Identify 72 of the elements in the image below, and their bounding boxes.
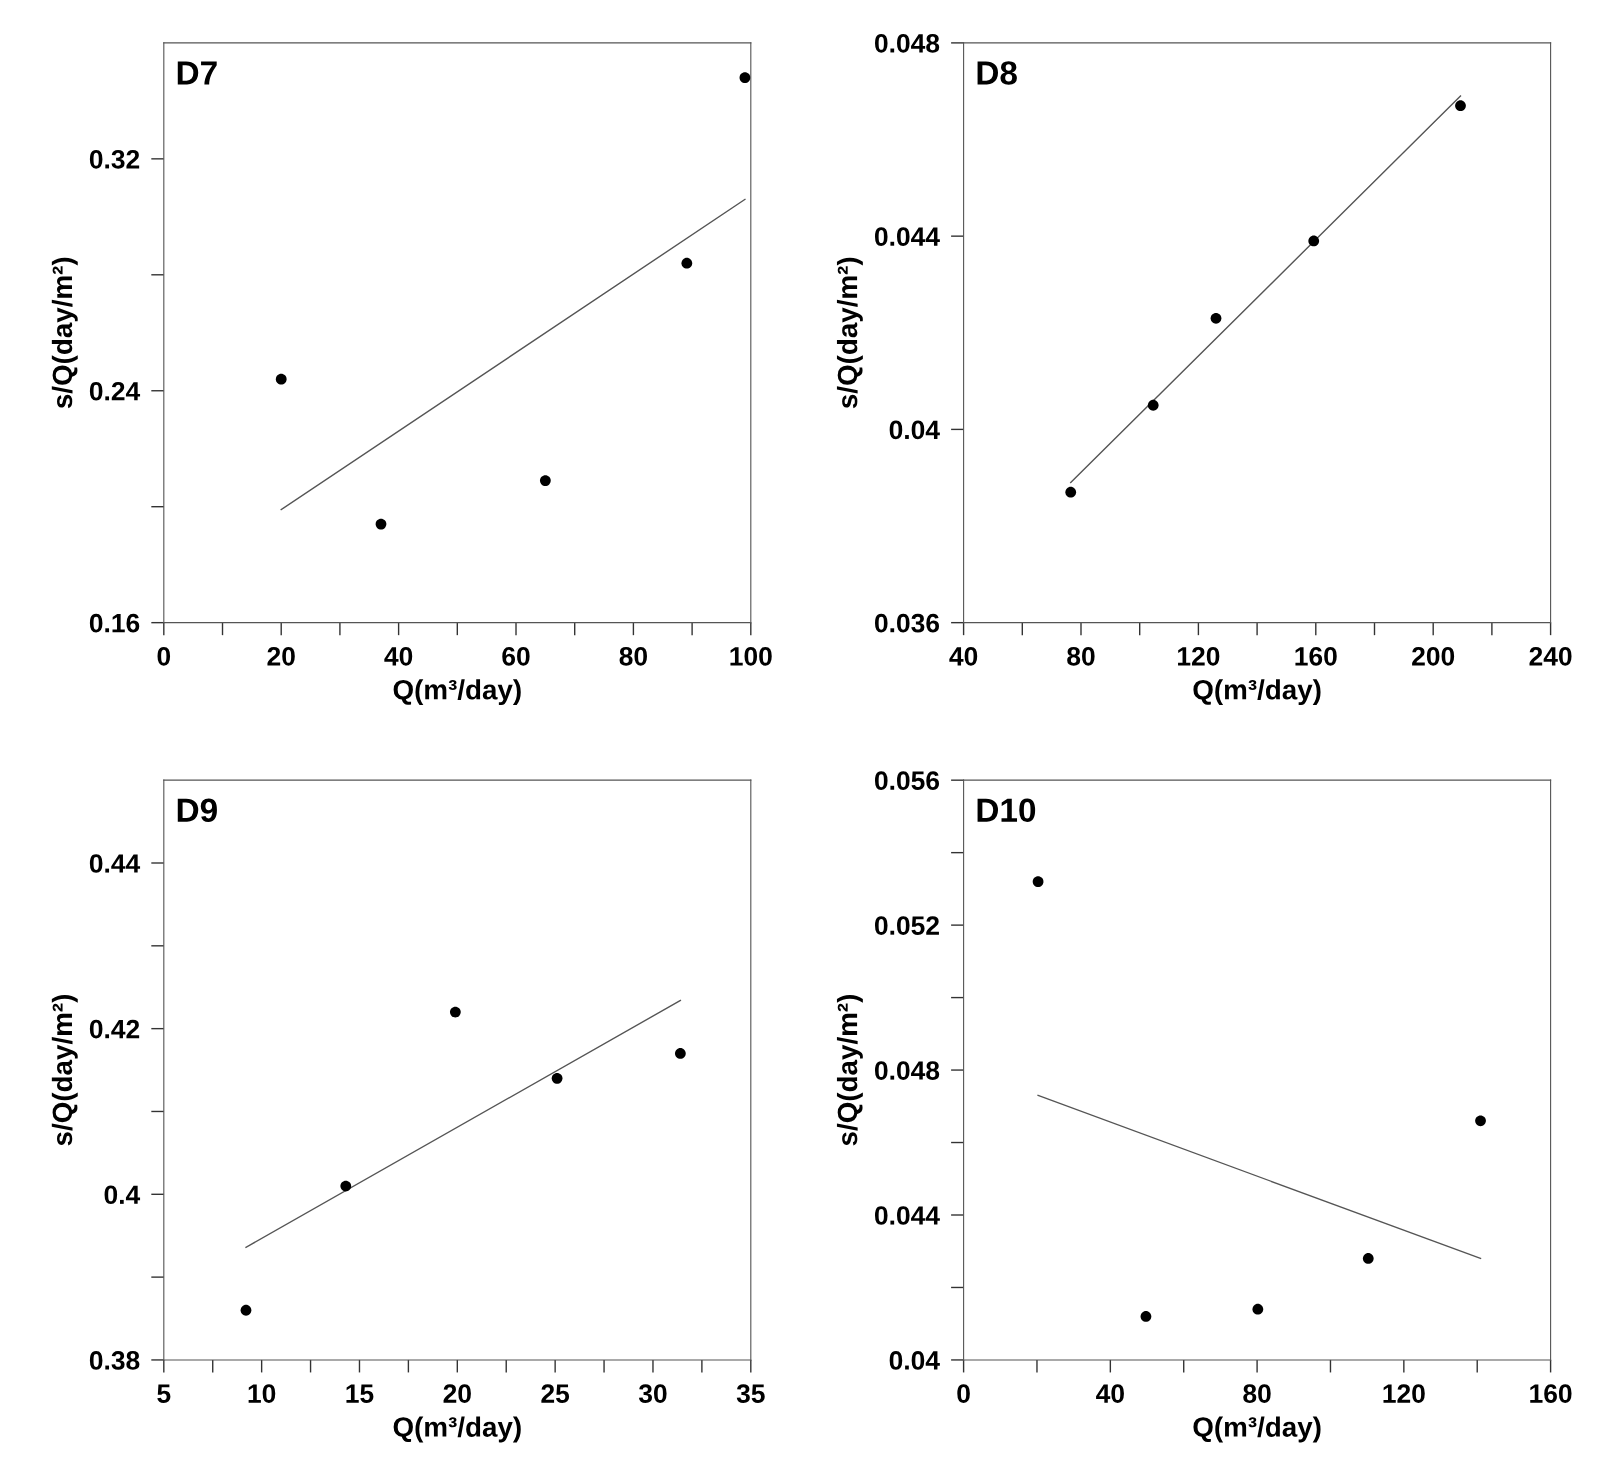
point (1252, 1303, 1264, 1315)
x-axis-title: Q(m³/day) (1193, 1416, 1321, 1443)
x-axis-title: Q(m³/day) (393, 1416, 521, 1443)
x-tick-label: 25 (541, 1384, 570, 1403)
x-tick-label: 10 (248, 1384, 276, 1403)
x-tick-label: 240 (1529, 646, 1572, 666)
x-tick-label: 40 (384, 646, 413, 666)
x-tick-label: 30 (638, 1384, 667, 1403)
point (681, 257, 693, 269)
point (1140, 1311, 1152, 1322)
x-tick-label: 40 (949, 646, 978, 666)
y-tick-label: 0.32 (89, 149, 140, 169)
chart-title: D8 (977, 61, 1017, 85)
x-tick-label: 20 (267, 646, 295, 666)
point (240, 1304, 252, 1316)
x-tick-label: 40 (1096, 1384, 1124, 1403)
y-tick-label: 0.4 (104, 1185, 141, 1205)
point (1362, 1253, 1374, 1264)
chart-title: D7 (177, 61, 217, 85)
x-tick-label: 15 (346, 1384, 374, 1403)
x-tick-label: 80 (619, 646, 647, 666)
x-tick-label: 60 (502, 646, 530, 666)
y-tick-label: 0.048 (875, 1061, 940, 1080)
y-tick-label: 0.052 (875, 916, 939, 935)
point (340, 1180, 352, 1192)
x-tick-label: 5 (157, 1384, 171, 1403)
x-tick-label: 0 (957, 1384, 970, 1403)
point (275, 373, 287, 385)
y-tick-label: 0.056 (875, 771, 940, 790)
y-tick-label: 0.036 (875, 613, 940, 633)
point (1455, 100, 1466, 112)
x-tick-label: 0 (157, 646, 171, 666)
y-axis-title: s/Q(day/m²) (836, 257, 863, 409)
y-tick-label: 0.04 (889, 420, 940, 440)
x-tick-label: 200 (1412, 646, 1455, 666)
x-tick-label: 100 (730, 646, 772, 666)
point (674, 1048, 686, 1059)
point (1032, 876, 1044, 888)
x-tick-label: 80 (1067, 646, 1095, 666)
y-axis-title: s/Q(day/m²) (51, 995, 78, 1146)
point (449, 1006, 461, 1018)
chart-title: D9 (177, 798, 217, 823)
point (551, 1072, 563, 1084)
point (1065, 486, 1077, 498)
x-tick-label: 160 (1295, 646, 1337, 666)
point (539, 475, 551, 486)
y-tick-label: 0.16 (89, 613, 140, 633)
point (1475, 1115, 1486, 1127)
x-tick-label: 35 (736, 1384, 765, 1403)
y-tick-label: 0.44 (89, 854, 141, 873)
y-axis-title: s/Q(day/m²) (51, 257, 78, 409)
x-axis-title: Q(m³/day) (393, 679, 521, 706)
y-tick-label: 0.24 (89, 381, 141, 401)
y-axis-title: s/Q(day/m²) (836, 995, 863, 1146)
x-tick-label: 20 (443, 1384, 471, 1403)
point (375, 518, 387, 530)
y-tick-label: 0.044 (875, 1206, 940, 1225)
x-tick-label: 80 (1243, 1384, 1271, 1403)
x-axis-title: Q(m³/day) (1193, 679, 1321, 706)
chart-title: D10 (977, 798, 1036, 823)
y-tick-label: 0.044 (875, 227, 940, 246)
x-tick-label: 120 (1383, 1384, 1425, 1403)
y-tick-label: 0.048 (875, 34, 940, 53)
point (1147, 399, 1159, 411)
y-tick-label: 0.04 (889, 1351, 940, 1370)
x-tick-label: 120 (1178, 646, 1220, 666)
y-tick-label: 0.38 (89, 1351, 140, 1370)
y-tick-label: 0.42 (89, 1019, 140, 1039)
point (1308, 235, 1320, 247)
x-tick-label: 160 (1530, 1384, 1572, 1403)
point (1210, 312, 1222, 324)
point (739, 72, 751, 84)
